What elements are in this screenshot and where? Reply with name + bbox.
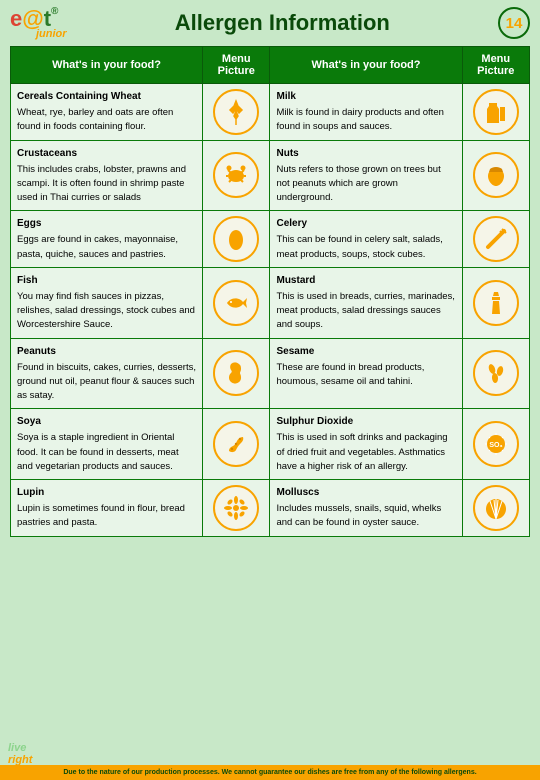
nut-icon [473, 152, 519, 198]
col-header-3: What's in your food? [270, 47, 462, 84]
icon-cell [203, 140, 270, 211]
allergen-cell: Nuts Nuts refers to those grown on trees … [270, 140, 462, 211]
table-row: Cereals Containing Wheat Wheat, rye, barl… [11, 84, 530, 141]
footer-disclaimer: Due to the nature of our production proc… [0, 765, 540, 780]
icon-cell [462, 140, 529, 211]
icon-cell [462, 338, 529, 409]
footer-logo-live: live [8, 742, 26, 754]
milk-icon [473, 89, 519, 135]
allergen-cell: Mustard This is used in breads, curries, … [270, 267, 462, 338]
wheat-icon [213, 89, 259, 135]
allergen-cell: Crustaceans This includes crabs, lobster,… [11, 140, 203, 211]
allergen-desc: This includes crabs, lobster, prawns and… [17, 164, 186, 204]
allergen-cell: Milk Milk is found in dairy products and … [270, 84, 462, 141]
table-row: Eggs Eggs are found in cakes, mayonnaise,… [11, 211, 530, 268]
table-row: Fish You may find fish sauces in pizzas, … [11, 267, 530, 338]
allergen-title: Milk [276, 89, 455, 104]
allergen-desc: Eggs are found in cakes, mayonnaise, pas… [17, 234, 178, 259]
icon-cell [462, 211, 529, 268]
header: e@t® junior Allergen Information 14 [0, 0, 540, 42]
allergen-desc: These are found in bread products, houmo… [276, 362, 424, 387]
icon-cell [203, 267, 270, 338]
so3-icon [473, 421, 519, 467]
allergen-title: Sesame [276, 344, 455, 359]
allergen-table: What's in your food? Menu Picture What's… [10, 46, 530, 537]
allergen-desc: Soya is a staple ingredient in Oriental … [17, 432, 179, 472]
allergen-cell: Sulphur Dioxide This is used in soft drin… [270, 409, 462, 480]
allergen-desc: Nuts refers to those grown on trees but … [276, 164, 440, 204]
icon-cell [462, 267, 529, 338]
logo-reg: ® [51, 6, 58, 17]
col-header-1: What's in your food? [11, 47, 203, 84]
table-row: Peanuts Found in biscuits, cakes, curries… [11, 338, 530, 409]
mollusc-icon [473, 485, 519, 531]
crab-icon [213, 152, 259, 198]
icon-cell [462, 84, 529, 141]
allergen-desc: Lupin is sometimes found in flour, bread… [17, 503, 185, 528]
allergen-title: Molluscs [276, 485, 455, 500]
sesame-icon [473, 350, 519, 396]
allergen-page: e@t® junior Allergen Information 14 What… [0, 0, 540, 780]
soya-icon [213, 421, 259, 467]
allergen-cell: Molluscs Includes mussels, snails, squid,… [270, 480, 462, 537]
icon-cell [203, 211, 270, 268]
allergen-title: Lupin [17, 485, 196, 500]
allergen-title: Sulphur Dioxide [276, 414, 455, 429]
allergen-cell: Peanuts Found in biscuits, cakes, curries… [11, 338, 203, 409]
allergen-title: Celery [276, 216, 455, 231]
logo: e@t® junior [10, 6, 67, 40]
footer-logo: live right [8, 742, 32, 766]
fish-icon [213, 280, 259, 326]
icon-cell [203, 409, 270, 480]
mustard-icon [473, 280, 519, 326]
allergen-cell: Cereals Containing Wheat Wheat, rye, barl… [11, 84, 203, 141]
table-row: Crustaceans This includes crabs, lobster,… [11, 140, 530, 211]
celery-icon [473, 216, 519, 262]
icon-cell [462, 480, 529, 537]
allergen-cell: Fish You may find fish sauces in pizzas, … [11, 267, 203, 338]
peanut-icon [213, 350, 259, 396]
allergen-title: Cereals Containing Wheat [17, 89, 196, 104]
table-row: Lupin Lupin is sometimes found in flour, … [11, 480, 530, 537]
allergen-cell: Sesame These are found in bread products,… [270, 338, 462, 409]
icon-cell [462, 409, 529, 480]
allergen-title: Eggs [17, 216, 196, 231]
allergen-cell: Soya Soya is a staple ingredient in Orien… [11, 409, 203, 480]
allergen-desc: Found in biscuits, cakes, curries, desse… [17, 362, 196, 402]
page-title: Allergen Information [67, 10, 498, 36]
icon-cell [203, 480, 270, 537]
allergen-desc: This is used in breads, curries, marinad… [276, 291, 454, 331]
icon-cell [203, 84, 270, 141]
logo-e: e [10, 6, 22, 31]
table-row: Soya Soya is a staple ingredient in Orien… [11, 409, 530, 480]
allergen-title: Fish [17, 273, 196, 288]
allergen-title: Peanuts [17, 344, 196, 359]
egg-icon [213, 216, 259, 262]
allergen-cell: Lupin Lupin is sometimes found in flour, … [11, 480, 203, 537]
allergen-desc: This can be found in celery salt, salads… [276, 234, 442, 259]
col-header-4: Menu Picture [462, 47, 529, 84]
allergen-cell: Eggs Eggs are found in cakes, mayonnaise,… [11, 211, 203, 268]
allergen-desc: This is used in soft drinks and packagin… [276, 432, 447, 472]
allergen-title: Mustard [276, 273, 455, 288]
lupin-icon [213, 485, 259, 531]
allergen-cell: Celery This can be found in celery salt, … [270, 211, 462, 268]
count-badge: 14 [498, 7, 530, 39]
icon-cell [203, 338, 270, 409]
logo-subtitle: junior [36, 28, 67, 40]
allergen-desc: Includes mussels, snails, squid, whelks … [276, 503, 441, 528]
allergen-title: Nuts [276, 146, 455, 161]
allergen-desc: Milk is found in dairy products and ofte… [276, 107, 443, 132]
col-header-2: Menu Picture [203, 47, 270, 84]
allergen-title: Soya [17, 414, 196, 429]
allergen-desc: You may find fish sauces in pizzas, reli… [17, 291, 195, 331]
allergen-desc: Wheat, rye, barley and oats are often fo… [17, 107, 173, 132]
allergen-title: Crustaceans [17, 146, 196, 161]
